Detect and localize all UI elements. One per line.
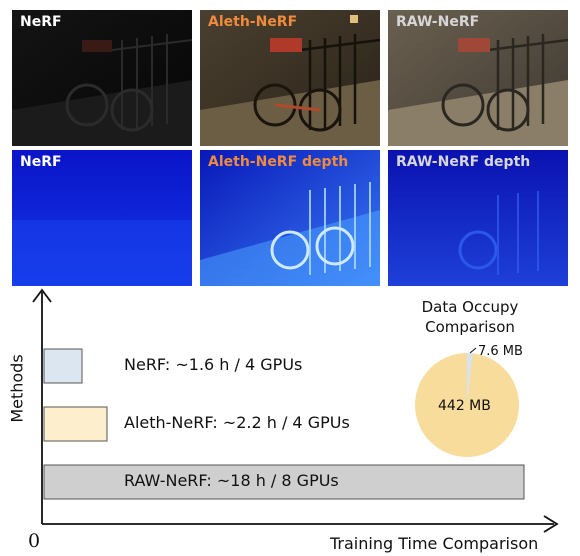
aleth-depth-image [200, 150, 380, 286]
bar-label-nerf: NeRF: ~1.6 h / 4 GPUs [124, 355, 303, 374]
nerf-depth-image [12, 150, 192, 286]
y-axis-arrow [32, 288, 52, 303]
pie-slice-raw [467, 353, 473, 405]
raw-depth-panel: RAW-NeRF depth [388, 150, 568, 286]
bar-nerf [43, 348, 83, 384]
bar-aleth-nerf [43, 406, 108, 442]
aleth-depth-panel: Aleth-NeRF depth [200, 150, 380, 286]
x-axis-arrow [543, 515, 559, 533]
bar-label-raw-nerf: RAW-NeRF: ~18 h / 8 GPUs [124, 471, 339, 490]
pie-title: Data Occupy Comparison [400, 297, 540, 337]
pie-small-label: 7.6 MB [478, 344, 523, 359]
y-axis-label-wrap: Methods [2, 345, 28, 435]
aleth-rgb-panel: Aleth-NeRF [200, 10, 380, 146]
aleth-rgb-image [200, 10, 380, 146]
pie-title-line1: Data Occupy [421, 298, 519, 316]
panel-label: Aleth-NeRF [208, 14, 298, 30]
raw-rgb-panel: RAW-NeRF [388, 10, 568, 146]
panel-label: NeRF [20, 154, 62, 170]
x-axis-label: Training Time Comparison [330, 534, 539, 553]
training-chart [32, 288, 559, 533]
y-axis-label: Methods [7, 354, 27, 423]
data-occupy-pie [415, 347, 519, 457]
pie-title-line2: Comparison [425, 318, 515, 336]
bar-raw-nerf [43, 464, 525, 500]
bar-label-aleth-nerf: Aleth-NeRF: ~2.2 h / 4 GPUs [124, 413, 350, 432]
nerf-rgb-panel: NeRF [12, 10, 192, 146]
panel-label: Aleth-NeRF depth [208, 154, 349, 170]
panel-label: RAW-NeRF [396, 14, 480, 30]
panel-label: RAW-NeRF depth [396, 154, 531, 170]
origin-label: 0 [28, 530, 41, 552]
raw-depth-image [388, 150, 568, 286]
raw-rgb-image [388, 10, 568, 146]
nerf-depth-panel: NeRF [12, 150, 192, 286]
pie-leader-line [469, 347, 477, 354]
panel-label: NeRF [20, 14, 62, 30]
nerf-rgb-image [12, 10, 192, 146]
pie-large-label: 442 MB [438, 398, 491, 414]
